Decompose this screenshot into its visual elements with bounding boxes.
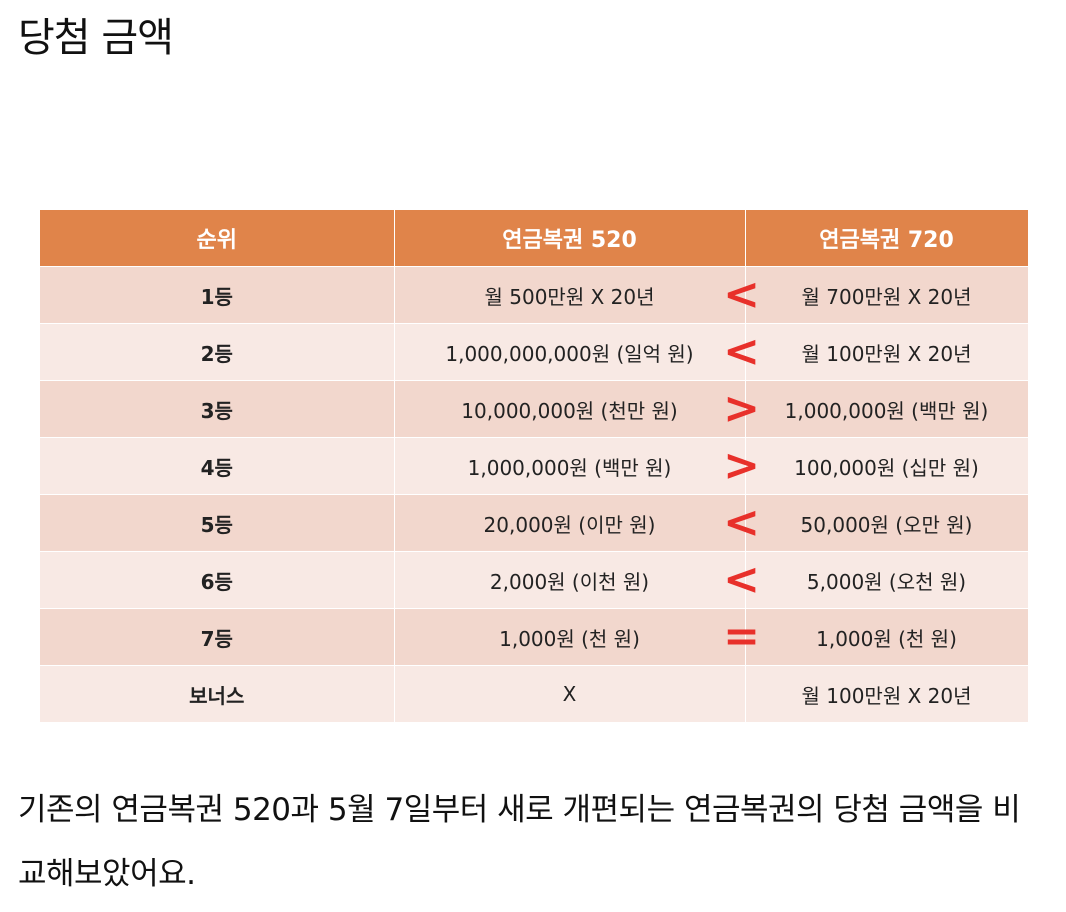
table-row: 5등 20,000원 (이만 원) < 50,000원 (오만 원) [40, 494, 1029, 552]
table-row: 7등 1,000원 (천 원) = 1,000원 (천 원) [40, 608, 1029, 666]
lottery-520-cell: 2,000원 (이천 원) [394, 551, 746, 609]
page-title: 당첨 금액 [18, 15, 174, 61]
header-lottery-720: 연금복권 720 [745, 210, 1029, 267]
lottery-720-cell: > 1,000,000원 (백만 원) [723, 380, 1029, 438]
lottery-520-cell: 10,000,000원 (천만 원) [394, 380, 746, 438]
rank-cell: 2등 [40, 323, 395, 381]
lottery-520-cell: 월 500만원 X 20년 [394, 266, 746, 324]
lottery-720-cell: = 1,000원 (천 원) [723, 608, 1029, 666]
comparison-sign: > [723, 440, 760, 491]
comparison-sign: < [723, 326, 760, 377]
description-text: 기존의 연금복권 520과 5월 7일부터 새로 개편되는 연금복권의 당첨 금… [18, 792, 1021, 892]
header-lottery-520: 연금복권 520 [394, 210, 746, 267]
lottery-520-cell: 1,000,000,000원 (일억 원) [394, 323, 746, 381]
table-row: 3등 10,000,000원 (천만 원) > 1,000,000원 (백만 원… [40, 380, 1029, 438]
lottery-720-value: 월 100만원 X 20년 [801, 341, 972, 366]
lottery-720-value: 월 700만원 X 20년 [801, 284, 972, 309]
header-rank: 순위 [40, 210, 395, 267]
rank-cell: 6등 [40, 551, 395, 609]
lottery-720-cell: < 50,000원 (오만 원) [723, 494, 1029, 552]
lottery-720-cell: < 월 100만원 X 20년 [723, 323, 1029, 381]
comparison-sign: < [723, 269, 760, 320]
lottery-720-value: 1,000원 (천 원) [816, 626, 957, 651]
lottery-520-cell: X [394, 665, 746, 723]
lottery-720-value: 1,000,000원 (백만 원) [784, 398, 989, 423]
lottery-720-value: 50,000원 (오만 원) [800, 512, 973, 537]
lottery-720-value: 월 100만원 X 20년 [801, 683, 972, 708]
comparison-sign: > [723, 383, 760, 434]
lottery-520-cell: 1,000,000원 (백만 원) [394, 437, 746, 495]
prize-comparison-table: 순위 연금복권 520 연금복권 720 1등 월 500만원 X 20년 < … [40, 210, 1029, 723]
table-row: 1등 월 500만원 X 20년 < 월 700만원 X 20년 [40, 266, 1029, 324]
lottery-720-cell: > 100,000원 (십만 원) [723, 437, 1029, 495]
table-row: 4등 1,000,000원 (백만 원) > 100,000원 (십만 원) [40, 437, 1029, 495]
rank-cell: 3등 [40, 380, 395, 438]
rank-cell: 7등 [40, 608, 395, 666]
comparison-sign: < [723, 497, 760, 548]
comparison-sign: = [723, 611, 760, 662]
table-row: 보너스 X 월 100만원 X 20년 [40, 665, 1029, 723]
lottery-720-value: 100,000원 (십만 원) [794, 455, 979, 480]
lottery-720-value: 5,000원 (오천 원) [806, 569, 967, 594]
lottery-720-cell: < 5,000원 (오천 원) [723, 551, 1029, 609]
rank-cell: 보너스 [40, 665, 395, 723]
lottery-720-cell: < 월 700만원 X 20년 [723, 266, 1029, 324]
lottery-520-cell: 20,000원 (이만 원) [394, 494, 746, 552]
table-row: 2등 1,000,000,000원 (일억 원) < 월 100만원 X 20년 [40, 323, 1029, 381]
comparison-sign: < [723, 554, 760, 605]
rank-cell: 1등 [40, 266, 395, 324]
prize-comparison-table-wrap: 순위 연금복권 520 연금복권 720 1등 월 500만원 X 20년 < … [40, 210, 1029, 723]
table-row: 6등 2,000원 (이천 원) < 5,000원 (오천 원) [40, 551, 1029, 609]
rank-cell: 4등 [40, 437, 395, 495]
lottery-720-cell: 월 100만원 X 20년 [745, 665, 1029, 723]
table-header-row: 순위 연금복권 520 연금복권 720 [40, 210, 1029, 267]
lottery-520-cell: 1,000원 (천 원) [394, 608, 746, 666]
rank-cell: 5등 [40, 494, 395, 552]
